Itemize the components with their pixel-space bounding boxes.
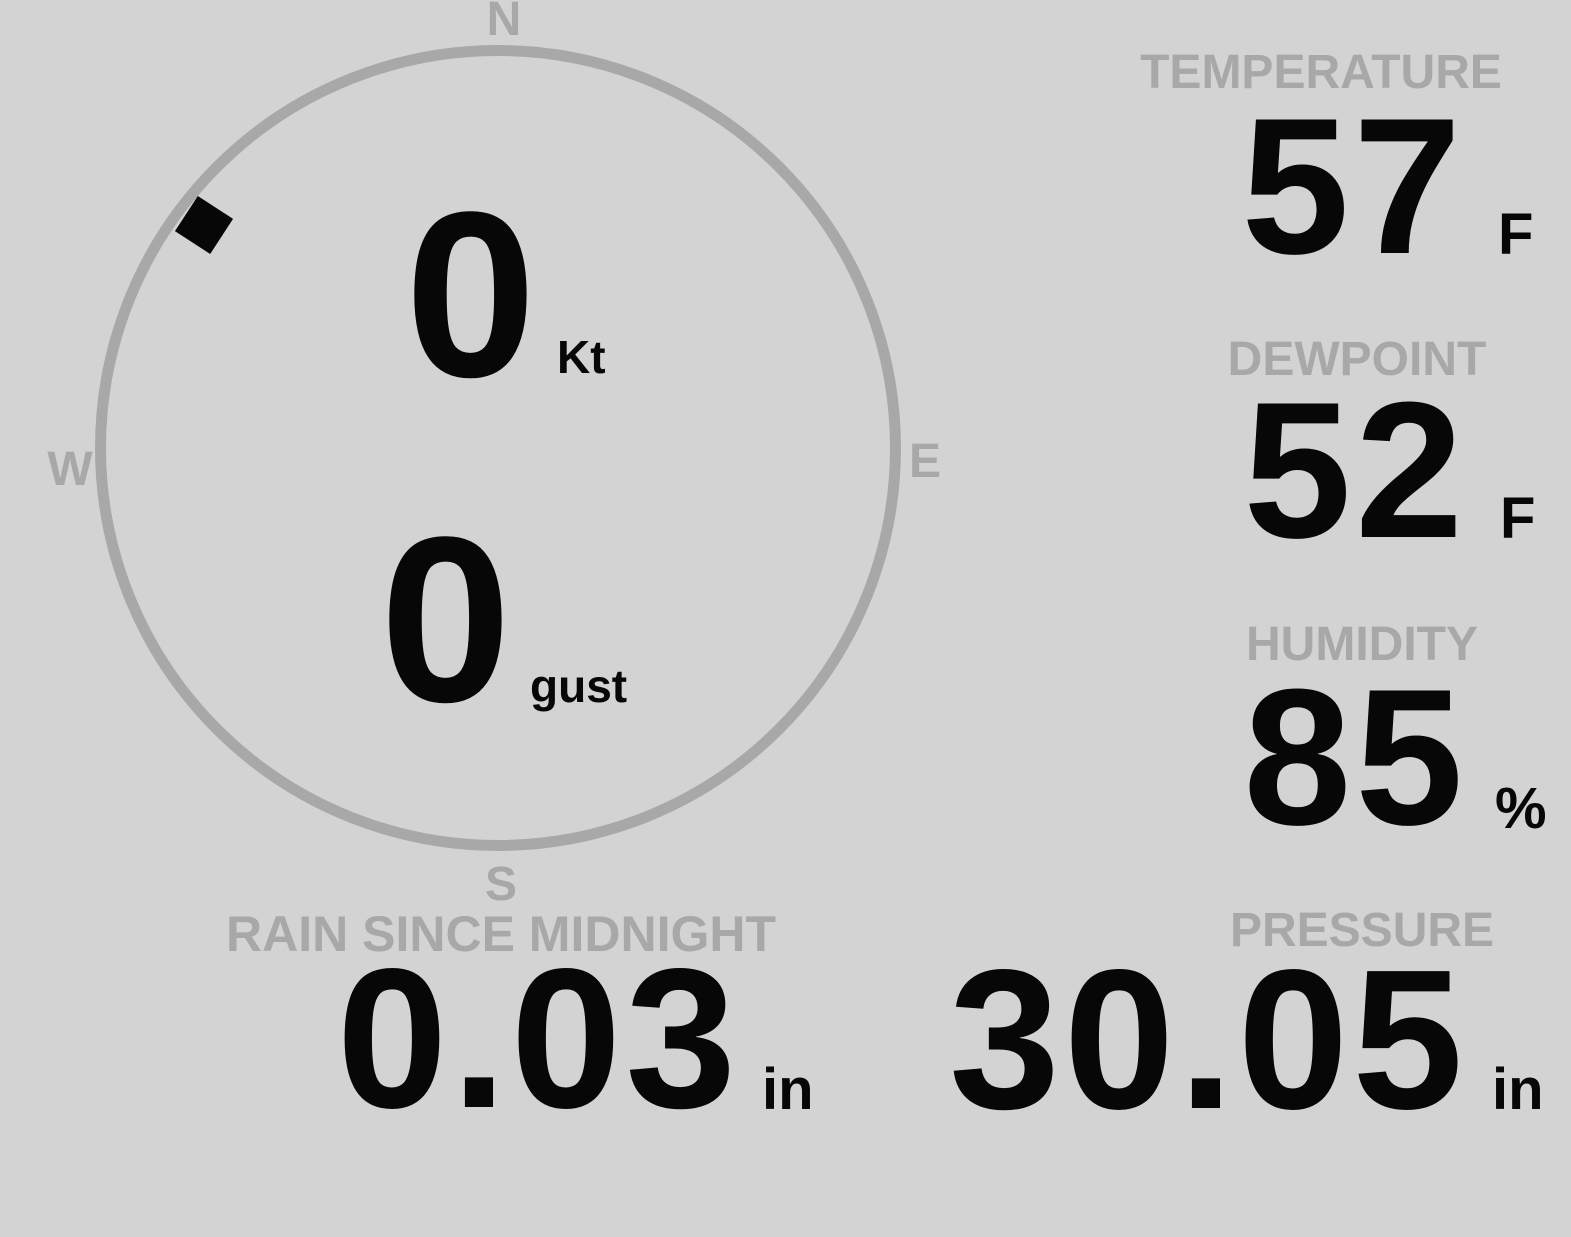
compass-label-north: N: [486, 0, 522, 46]
pressure-unit: in: [1492, 1057, 1544, 1122]
dewpoint-unit: F: [1500, 486, 1536, 551]
dewpoint-value: 52: [1243, 362, 1467, 579]
compass-label-east: E: [908, 435, 942, 488]
humidity-unit: %: [1495, 776, 1547, 841]
wind-compass-ring: [95, 45, 901, 851]
pressure-label: PRESSURE: [1229, 904, 1495, 957]
dewpoint-label: DEWPOINT: [1227, 333, 1487, 386]
humidity-value: 85: [1243, 649, 1467, 866]
rain-since-midnight-unit: in: [762, 1057, 814, 1122]
wind-gust-unit: gust: [530, 660, 628, 712]
wind-gust-value: 0: [380, 488, 512, 752]
rain-since-midnight-label: RAIN SINCE MIDNIGHT: [226, 906, 776, 962]
wind-speed-unit: Kt: [557, 331, 606, 383]
pressure-value: 30.05: [949, 929, 1467, 1151]
temperature-unit: F: [1498, 202, 1534, 267]
wind-speed-value: 0: [405, 163, 537, 427]
temperature-value: 57: [1241, 78, 1465, 295]
humidity-label: HUMIDITY: [1246, 618, 1478, 671]
temperature-label: TEMPERATURE: [1140, 46, 1502, 99]
compass-label-west: W: [47, 443, 93, 496]
rain-since-midnight-value: 0.03: [336, 928, 740, 1150]
compass-label-south: S: [484, 858, 518, 911]
